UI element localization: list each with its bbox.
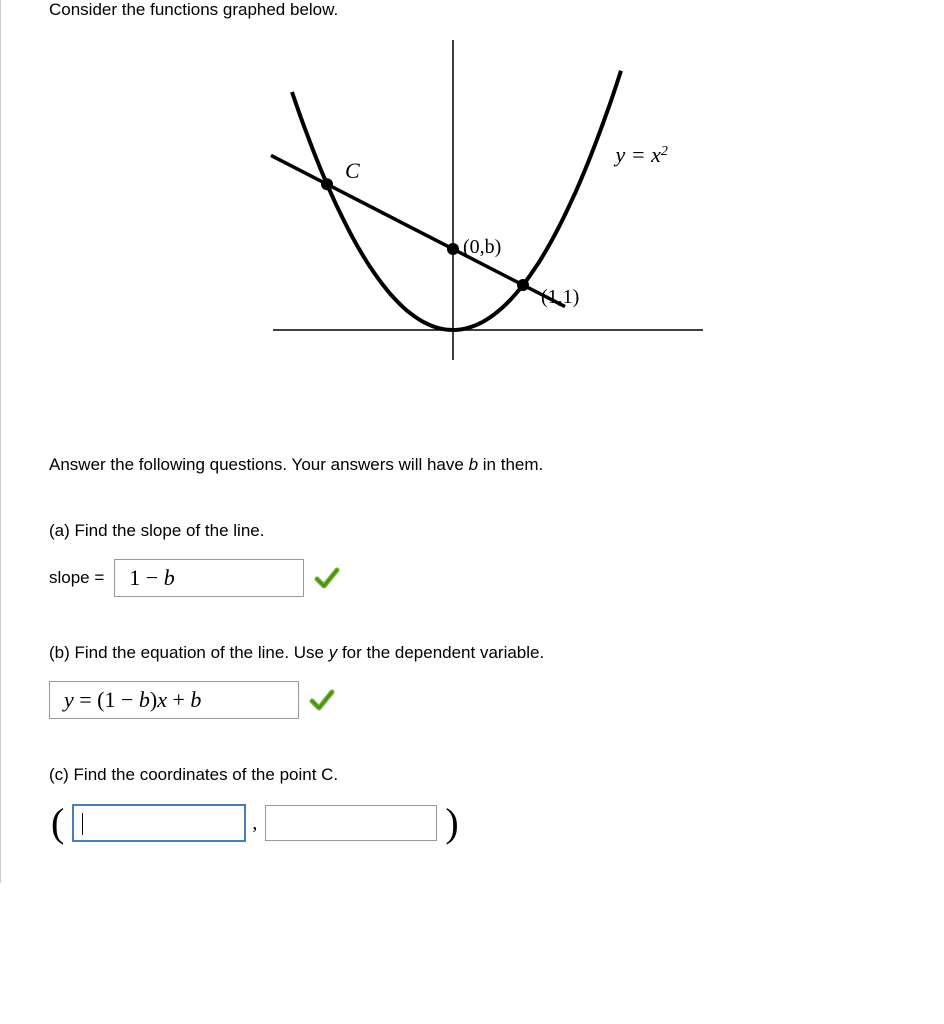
graph-figure: C (0,b) (1,1) y = x2 xyxy=(49,40,896,385)
prompt-text: Consider the functions graphed below. xyxy=(49,0,896,20)
instruction-text: Answer the following questions. Your ans… xyxy=(49,455,896,475)
equation-answer-box[interactable]: y = (1 − b)x + b xyxy=(49,681,299,719)
svg-text:(1,1): (1,1) xyxy=(541,286,579,308)
part-b-label: (b) Find the equation of the line. Use y… xyxy=(49,643,896,663)
checkmark-icon xyxy=(309,687,335,713)
equation-answer-value: y = (1 − b)x + b xyxy=(64,687,201,713)
svg-text:(0,b): (0,b) xyxy=(463,236,501,258)
coord-x-input[interactable] xyxy=(72,804,246,842)
part-a-label: (a) Find the slope of the line. xyxy=(49,521,896,541)
close-paren: ) xyxy=(443,803,460,843)
slope-answer-value: 1 − b xyxy=(129,565,174,591)
coord-y-input[interactable] xyxy=(265,805,437,841)
checkmark-icon xyxy=(314,565,340,591)
slope-label: slope = xyxy=(49,568,104,588)
svg-text:y = x2: y = x2 xyxy=(613,142,667,167)
coord-comma: , xyxy=(252,812,259,835)
part-c-label: (c) Find the coordinates of the point C. xyxy=(49,765,896,785)
slope-answer-box[interactable]: 1 − b xyxy=(114,559,304,597)
open-paren: ( xyxy=(49,803,66,843)
svg-text:C: C xyxy=(345,158,360,183)
